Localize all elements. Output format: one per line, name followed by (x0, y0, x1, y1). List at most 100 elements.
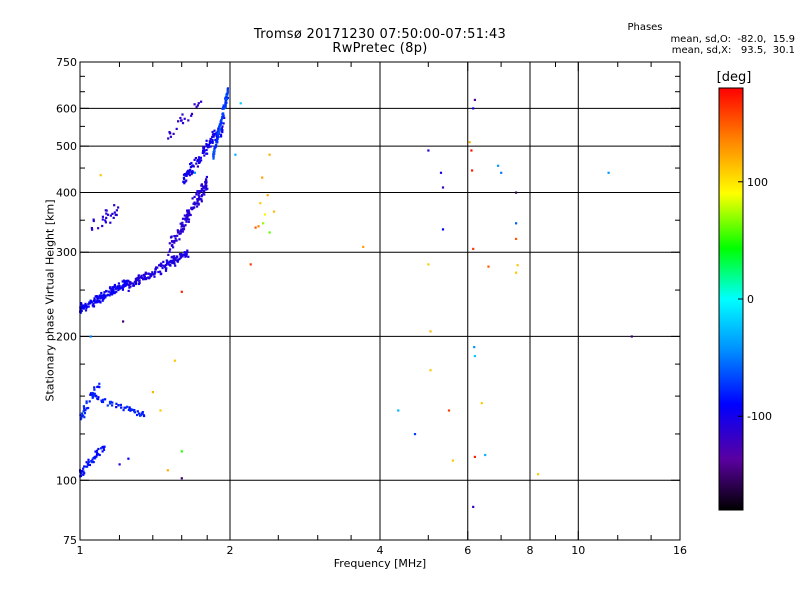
echo-point (109, 291, 112, 294)
echo-point (183, 214, 186, 217)
echo-point (473, 455, 476, 458)
echo-point (105, 294, 108, 297)
echo-point (169, 135, 172, 138)
echo-point (213, 129, 216, 132)
echo-point (180, 477, 183, 480)
echo-point (147, 272, 150, 275)
echo-point (111, 212, 114, 215)
echo-point (203, 151, 206, 154)
echo-point (205, 175, 208, 179)
echo-point (85, 465, 88, 468)
echo-point (82, 470, 85, 473)
echo-point (177, 120, 180, 123)
echo-point (239, 102, 242, 105)
echo-point (225, 98, 228, 101)
echo-point (197, 198, 200, 201)
echo-point (172, 246, 175, 249)
echo-point (96, 300, 100, 303)
echo-point (211, 140, 214, 143)
echo-point (90, 461, 93, 464)
echo-point (203, 154, 206, 157)
echo-point (170, 244, 173, 247)
echo-point (187, 172, 190, 175)
echo-point (82, 467, 85, 470)
echo-point (97, 396, 100, 399)
echo-point (218, 130, 221, 133)
echo-point (109, 214, 112, 217)
echo-point (94, 457, 97, 460)
echo-point (173, 261, 176, 264)
echo-point (190, 161, 193, 165)
colorbar-tick-label: -100 (747, 410, 772, 423)
echo-point (87, 305, 90, 308)
echo-point (177, 230, 180, 233)
echo-point (214, 138, 217, 141)
echo-point (142, 273, 145, 276)
echo-point (186, 170, 189, 173)
chart-subtitle: RwPretec (8p) (332, 41, 428, 56)
echo-point (187, 255, 190, 258)
echo-point (151, 271, 154, 274)
echo-point (83, 465, 86, 468)
axis-ticks: 1 2 4 6 8 10 16 75 100 200 300 400 500 600 750 (56, 56, 687, 557)
echo-point (129, 285, 132, 288)
echo-point (91, 391, 94, 395)
echo-point (91, 228, 94, 231)
echo-point (211, 141, 214, 144)
echo-point (112, 289, 115, 293)
echo-point (205, 184, 208, 187)
echo-point (216, 137, 219, 140)
echo-point (185, 220, 188, 223)
y-tick-label: 300 (56, 246, 77, 259)
echo-point (80, 412, 83, 415)
echo-point (262, 222, 265, 225)
echo-point (92, 218, 95, 221)
echo-point (169, 264, 172, 267)
echo-point (221, 129, 224, 132)
echo-point (206, 152, 209, 155)
echo-point (89, 393, 92, 396)
echo-point (137, 278, 140, 281)
echo-point (147, 276, 150, 279)
echo-point (99, 297, 102, 300)
echo-point (630, 335, 633, 338)
echo-point (160, 262, 163, 265)
echo-point (178, 257, 181, 261)
echo-point (151, 391, 154, 394)
echo-point (83, 472, 86, 475)
echo-point (473, 98, 476, 101)
echo-point (447, 409, 451, 412)
echo-point (217, 131, 221, 135)
echo-point (100, 447, 103, 450)
echo-point (107, 290, 110, 293)
echo-point (222, 104, 225, 107)
echo-point (130, 282, 133, 285)
echo-point (97, 296, 100, 299)
echo-point (180, 228, 183, 231)
echo-point (187, 220, 190, 223)
echo-point (113, 204, 116, 207)
echo-point (257, 225, 260, 228)
echo-point (133, 410, 136, 413)
echo-point (136, 276, 139, 280)
colorbar-label: [deg] (716, 70, 752, 85)
echo-point (226, 91, 229, 94)
echo-point (113, 292, 116, 295)
echo-point (480, 402, 483, 405)
echo-point (80, 303, 83, 306)
echo-point (249, 263, 252, 266)
echo-point (429, 330, 432, 333)
echo-point (193, 203, 197, 206)
echo-point (85, 401, 88, 405)
echo-point (108, 294, 111, 297)
x-tick-label: 2 (227, 544, 234, 557)
echo-point (100, 291, 103, 295)
echo-point (200, 198, 203, 201)
echo-point (173, 359, 176, 362)
echo-point (140, 275, 143, 278)
echo-point (128, 280, 131, 283)
echo-point (225, 96, 228, 99)
echo-point (202, 146, 205, 149)
echo-point (194, 157, 197, 160)
echo-point (185, 173, 188, 176)
